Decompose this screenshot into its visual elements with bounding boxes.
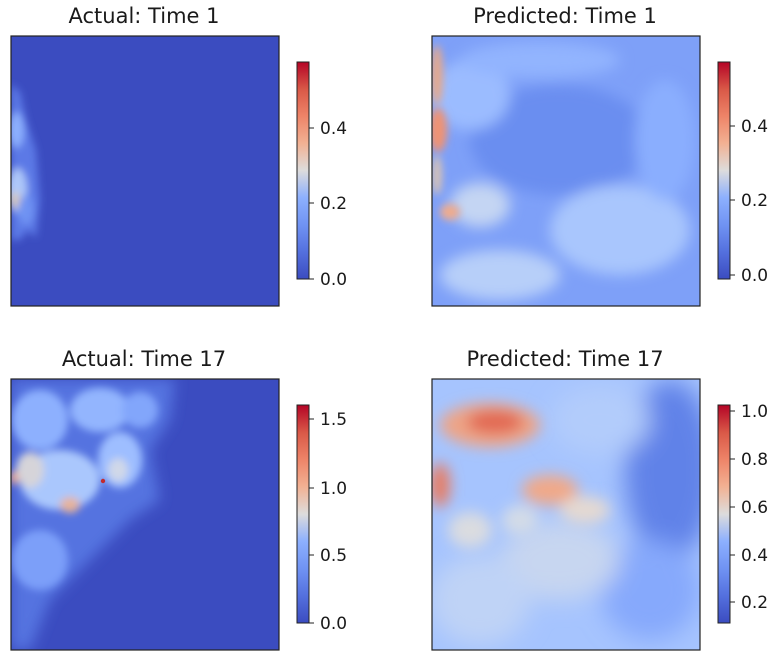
heatmap-image [11, 36, 279, 306]
colorbar-tick-label: 0.2 [741, 593, 768, 613]
colorbar-tick-label: 0.4 [741, 117, 768, 137]
panel-predicted-time-17: Predicted: Time 17 [431, 347, 768, 651]
colorbar: 1.5 1.0 0.5 0.0 [296, 404, 347, 634]
colorbar-tick-label: 0.4 [320, 119, 347, 139]
colorbar-tick-label: 0.4 [741, 546, 768, 566]
heatmap-image [432, 36, 700, 306]
plot-frame [10, 378, 280, 651]
colorbar-tick-label: 0.5 [320, 546, 347, 566]
colorbar-tick-label: 1.0 [741, 402, 768, 422]
colorbar: 0.4 0.2 0.0 [717, 61, 768, 286]
panel-title: Actual: Time 1 [69, 4, 220, 28]
colorbar-tick-label: 0.8 [741, 450, 768, 470]
colorbar-tick-label: 1.0 [320, 479, 347, 499]
colorbar: 1.0 0.8 0.6 0.4 0.2 [717, 402, 768, 624]
plot-frame [431, 378, 701, 651]
colorbar-tick-label: 0.2 [320, 194, 347, 214]
panel-title: Actual: Time 17 [62, 347, 226, 371]
colorbar-tick-label: 0.2 [741, 191, 768, 211]
colorbar-tick-label: 0.0 [320, 614, 347, 634]
colorbar-tick-label: 0.6 [741, 498, 768, 518]
panel-title: Predicted: Time 1 [473, 4, 657, 28]
colorbar-tick-label: 0.0 [320, 270, 347, 290]
panel-predicted-time-1: Predicted: Time 1 [431, 4, 768, 307]
colorbar: 0.4 0.2 0.0 [296, 61, 347, 290]
colorbar-tick-label: 0.0 [741, 266, 768, 286]
plot-frame [10, 35, 280, 307]
plot-frame [431, 35, 701, 307]
panel-title: Predicted: Time 17 [466, 347, 663, 371]
panel-actual-time-17: Actual: Time 17 [10, 347, 347, 651]
panel-actual-time-1: Actual: Time 1 0.4 0.2 0.0 [10, 4, 347, 307]
heatmap-image [11, 379, 279, 650]
heatmap-image [432, 379, 700, 650]
colorbar-tick-label: 1.5 [320, 410, 347, 430]
